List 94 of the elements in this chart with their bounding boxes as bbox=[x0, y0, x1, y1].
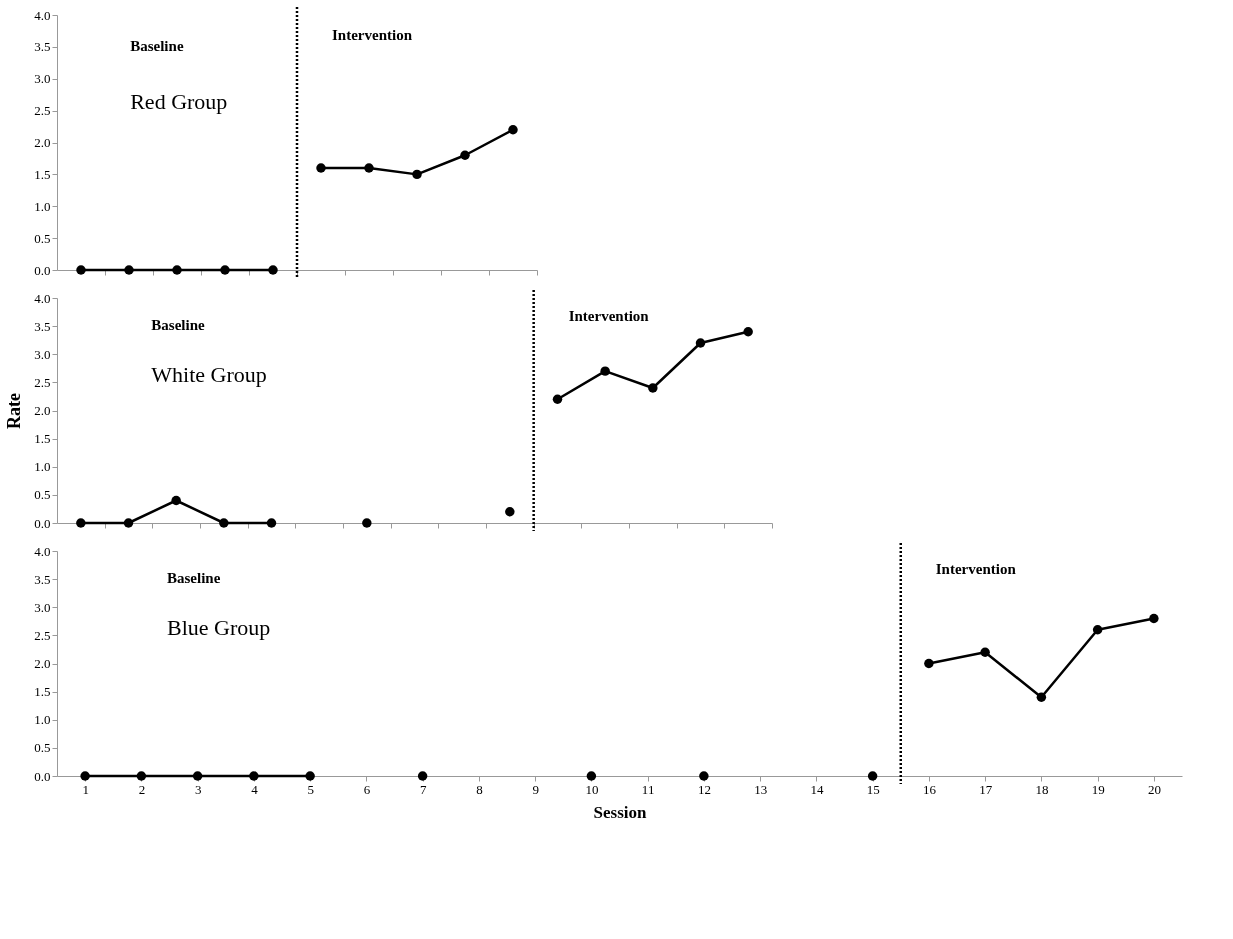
point bbox=[600, 366, 610, 376]
point bbox=[192, 771, 203, 781]
x-tick-label: 10 bbox=[585, 781, 599, 797]
annotation: Intervention bbox=[332, 27, 413, 44]
point bbox=[460, 150, 470, 160]
point bbox=[76, 518, 86, 528]
point bbox=[1036, 692, 1047, 702]
annotation: Baseline bbox=[130, 37, 184, 54]
point bbox=[172, 265, 182, 275]
y-tick-label: 1.0 bbox=[34, 198, 51, 214]
y-tick-label: 2.0 bbox=[34, 135, 51, 150]
point bbox=[220, 265, 230, 275]
point bbox=[980, 647, 990, 657]
point bbox=[305, 771, 315, 781]
y-tick-label: 2.5 bbox=[34, 374, 51, 390]
point bbox=[552, 394, 563, 404]
point bbox=[249, 771, 259, 781]
y-tick-label: 3.0 bbox=[34, 599, 51, 615]
annotation: Intervention bbox=[568, 308, 650, 324]
y-tick-label: 3.0 bbox=[34, 71, 51, 87]
y-tick-label: 2.5 bbox=[34, 627, 51, 643]
x-tick-label: 2 bbox=[138, 781, 146, 797]
point bbox=[743, 327, 753, 337]
point bbox=[924, 658, 934, 669]
x-tick-label: 9 bbox=[532, 781, 539, 797]
y-axis-title: Rate bbox=[4, 393, 25, 429]
x-tick-label: 4 bbox=[251, 781, 259, 797]
point bbox=[80, 771, 90, 781]
point bbox=[219, 518, 229, 528]
y-tick-label: 0.0 bbox=[34, 262, 51, 278]
point bbox=[316, 163, 326, 173]
annotation: Baseline bbox=[167, 570, 221, 586]
point bbox=[1149, 613, 1159, 624]
point bbox=[76, 265, 86, 275]
point bbox=[123, 518, 134, 528]
point bbox=[417, 771, 428, 781]
x-tick-label: 5 bbox=[307, 781, 314, 797]
x-axis-title: Session bbox=[593, 802, 647, 822]
x-tick-label: 14 bbox=[810, 781, 824, 797]
annotation: Red Group bbox=[130, 88, 228, 114]
point bbox=[695, 338, 706, 348]
y-tick-label: 3.0 bbox=[34, 346, 51, 362]
annotation: Blue Group bbox=[167, 614, 271, 640]
y-tick-label: 3.5 bbox=[34, 571, 51, 587]
y-tick-label: 0.5 bbox=[34, 740, 51, 756]
y-tick-label: 0.0 bbox=[34, 515, 51, 531]
y-tick-label: 1.0 bbox=[34, 459, 51, 475]
y-tick-label: 1.0 bbox=[34, 712, 51, 728]
point bbox=[586, 771, 597, 781]
y-tick-label: 0.5 bbox=[34, 487, 51, 503]
point bbox=[508, 125, 518, 135]
y-tick-label: 4.0 bbox=[34, 7, 51, 23]
y-tick-label: 3.5 bbox=[34, 318, 51, 334]
x-tick-label: 19 bbox=[1091, 781, 1105, 797]
annotation: Baseline bbox=[151, 317, 206, 333]
y-tick-label: 1.5 bbox=[34, 166, 51, 182]
x-tick-label: 18 bbox=[1035, 781, 1049, 797]
x-tick-label: 20 bbox=[1147, 781, 1161, 797]
y-tick-label: 0.0 bbox=[34, 768, 51, 784]
y-tick-label: 4.0 bbox=[34, 543, 51, 559]
y-tick-label: 1.5 bbox=[34, 684, 51, 700]
point bbox=[867, 771, 878, 781]
point bbox=[266, 518, 277, 528]
point bbox=[412, 169, 422, 180]
x-tick-label: 15 bbox=[866, 781, 880, 797]
point bbox=[268, 265, 278, 275]
x-tick-label: 1 bbox=[82, 781, 89, 797]
point bbox=[136, 771, 147, 781]
y-tick-label: 2.5 bbox=[34, 103, 51, 119]
point bbox=[364, 163, 374, 173]
point bbox=[699, 771, 709, 781]
point bbox=[505, 507, 515, 517]
y-tick-label: 2.0 bbox=[34, 403, 51, 418]
y-tick-label: 0.5 bbox=[34, 230, 51, 246]
y-tick-label: 1.5 bbox=[34, 431, 51, 447]
point bbox=[171, 495, 181, 506]
point bbox=[1092, 625, 1103, 635]
x-tick-label: 13 bbox=[754, 781, 768, 797]
y-tick-label: 2.0 bbox=[34, 656, 51, 671]
point bbox=[124, 265, 134, 275]
x-tick-label: 6 bbox=[363, 781, 371, 797]
annotation: Intervention bbox=[935, 561, 1017, 577]
y-tick-label: 3.5 bbox=[34, 39, 51, 55]
point bbox=[648, 383, 658, 393]
x-tick-label: 7 bbox=[419, 781, 427, 797]
annotation: White Group bbox=[151, 361, 267, 387]
x-tick-label: 16 bbox=[922, 781, 937, 797]
x-tick-label: 8 bbox=[476, 781, 483, 797]
x-tick-label: 12 bbox=[697, 781, 711, 797]
x-tick-label: 17 bbox=[979, 781, 993, 797]
x-tick-label: 11 bbox=[641, 781, 655, 797]
x-tick-label: 3 bbox=[194, 781, 202, 797]
point bbox=[362, 518, 372, 528]
y-tick-label: 4.0 bbox=[34, 290, 51, 306]
